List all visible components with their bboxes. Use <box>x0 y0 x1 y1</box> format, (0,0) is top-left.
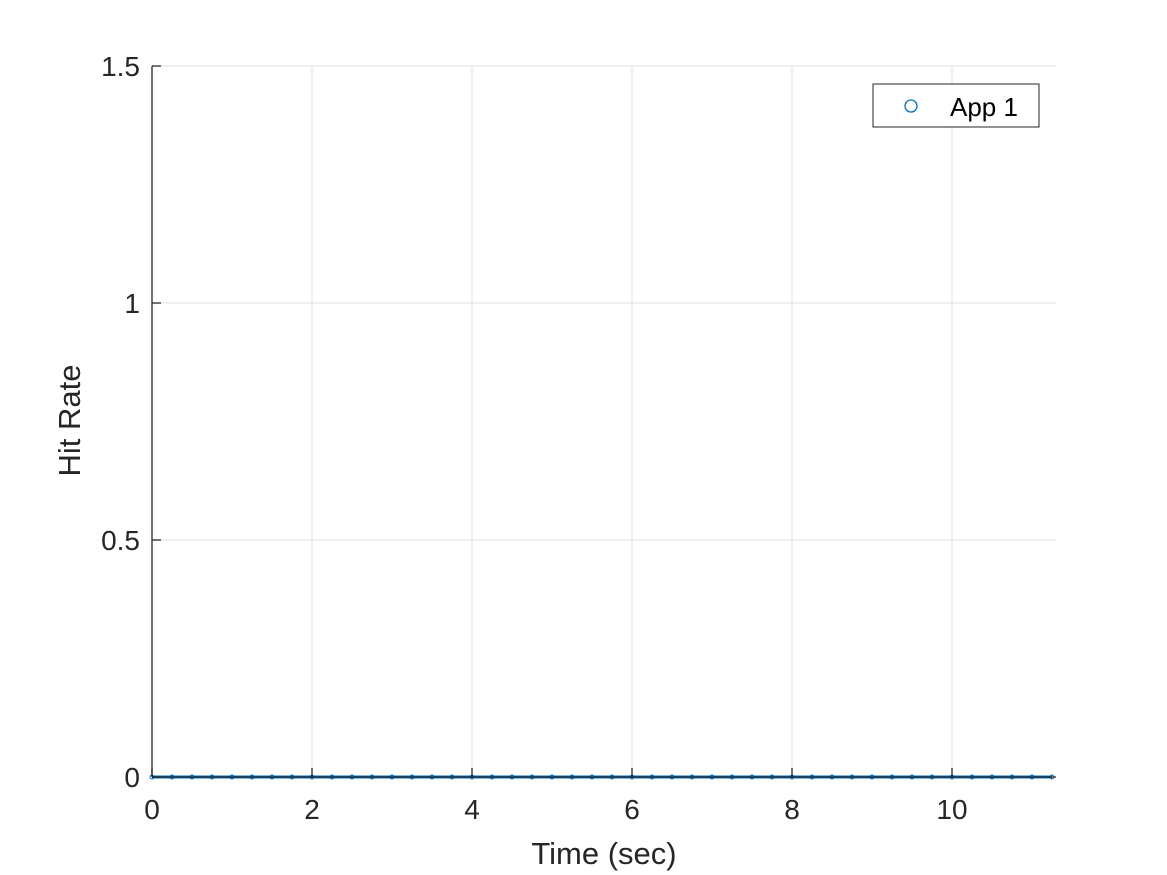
y-tick-label: 1 <box>124 288 140 319</box>
x-tick-label: 10 <box>936 794 967 825</box>
legend: App 1 <box>872 83 1040 128</box>
x-tick-label: 6 <box>624 794 640 825</box>
x-tick-label: 2 <box>304 794 320 825</box>
y-tick-label: 0.5 <box>101 525 140 556</box>
x-tick-label: 0 <box>144 794 160 825</box>
legend-box <box>872 83 1040 128</box>
legend-label-app-1: App 1 <box>950 92 1018 122</box>
y-axis-label: Hit Rate <box>52 365 87 477</box>
tick-labels: 0 2 4 6 8 10 0 0.5 1 1.5 <box>101 51 968 825</box>
grid-lines <box>152 65 1056 777</box>
x-axis-label: Time (sec) <box>531 836 676 871</box>
y-tick-label: 1.5 <box>101 51 140 82</box>
x-tick-label: 8 <box>784 794 800 825</box>
legend-marker-app-1 <box>904 99 918 113</box>
axes <box>151 65 1056 778</box>
x-tick-label: 4 <box>464 794 480 825</box>
y-tick-label: 0 <box>124 762 140 793</box>
